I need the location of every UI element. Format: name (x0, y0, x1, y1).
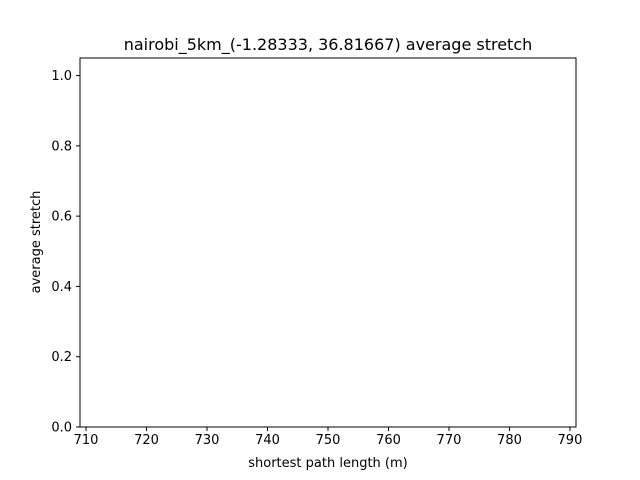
y-axis-label: average stretch (29, 191, 44, 294)
x-tick-label: 770 (437, 433, 462, 448)
x-axis: 710 720 730 740 750 760 770 780 790 (74, 427, 583, 448)
y-tick-label: 0.8 (51, 139, 72, 154)
x-tick-label: 760 (376, 433, 401, 448)
y-tick-label: 1.0 (51, 69, 72, 84)
y-tick-label: 0.6 (51, 210, 72, 225)
x-tick-label: 780 (497, 433, 522, 448)
x-tick-label: 750 (316, 433, 341, 448)
x-tick-label: 710 (74, 433, 99, 448)
x-tick-label: 740 (255, 433, 280, 448)
x-tick-label: 730 (195, 433, 220, 448)
plot-area (79, 57, 577, 428)
chart-title: nairobi_5km_(-1.28333, 36.81667) average… (124, 35, 533, 55)
y-tick-label: 0.0 (51, 421, 72, 436)
x-tick-label: 790 (558, 433, 583, 448)
x-axis-label: shortest path length (m) (248, 456, 407, 471)
y-tick-label: 0.4 (51, 280, 72, 295)
x-tick-label: 720 (134, 433, 159, 448)
y-tick-label: 0.2 (51, 350, 72, 365)
y-axis: 0.0 0.2 0.4 0.6 0.8 1.0 (51, 69, 80, 436)
